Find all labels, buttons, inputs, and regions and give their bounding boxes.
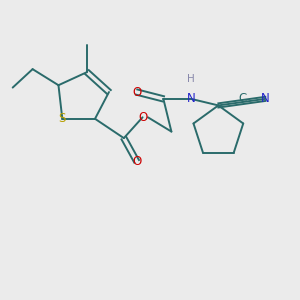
Text: H: H — [187, 74, 195, 84]
Text: O: O — [138, 111, 147, 124]
Text: N: N — [187, 92, 195, 105]
Text: C: C — [238, 92, 246, 105]
Text: N: N — [261, 92, 270, 105]
Text: S: S — [58, 112, 66, 125]
Text: O: O — [132, 155, 141, 168]
Text: O: O — [132, 85, 141, 98]
